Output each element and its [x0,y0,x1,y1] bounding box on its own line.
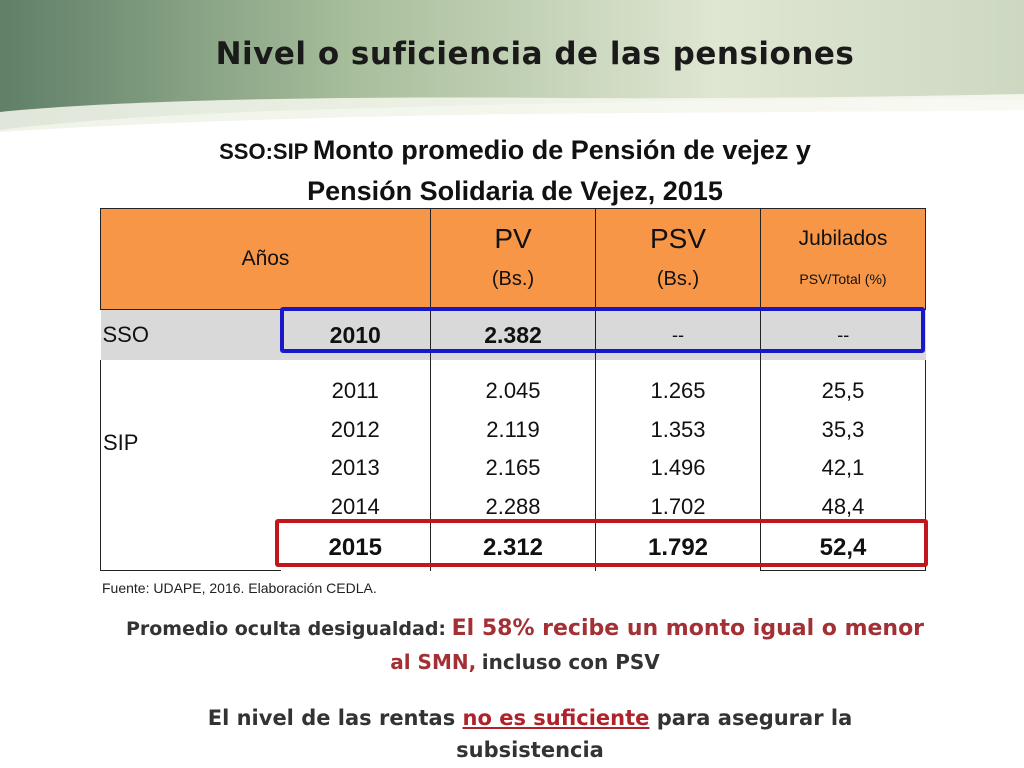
sip-psv-value: 1.496 [650,455,706,480]
note-red-statement: El 58% recibe un monto igual o menor [451,616,925,641]
conclusion-underlined: no es suficiente [462,706,650,730]
source-note: Fuente: UDAPE, 2016. Elaboración CEDLA. [102,580,377,596]
note-lead: Promedio oculta desigualdad: [125,618,447,640]
header-pv-unit: (Bs.) [491,268,535,290]
conclusion-part2: para asegurar la [656,706,853,730]
header-psv-label: PSV [649,223,707,254]
header-swoosh-decoration [0,0,1024,132]
sip-years-cell: 2011 2012 2013 2014 [281,360,431,526]
header-pv-label: PV [494,223,532,254]
table-subtitle: SSO:SIP Monto promedio de Pensión de vej… [160,132,870,214]
sip-year: 2013 [330,455,380,480]
inequality-note: Promedio oculta desigualdad: El 58% reci… [40,612,1010,680]
sip-psv-cell: 1.265 1.353 1.496 1.702 [595,360,761,526]
header-psv: PSV (Bs.) [595,208,761,310]
row-2015-year: 2015 [328,534,382,562]
sip-psv-value: 1.353 [650,416,706,442]
table-row-sip: SIP 2011 2012 2013 2014 2.045 2.119 2.16… [100,360,926,526]
sip-psv-value: 1.265 [650,378,706,403]
subtitle-prefix: SSO:SIP [219,139,309,164]
highlight-box-2015 [275,519,928,567]
sip-jub-value: 48,4 [821,493,865,519]
highlight-box-2010 [280,307,925,353]
conclusion-part3: subsistencia [456,738,604,762]
sip-year: 2014 [330,493,380,519]
header-anos-label: Años [241,247,290,270]
sip-pv-value: 2.165 [485,455,541,480]
header-pv: PV (Bs.) [430,208,596,310]
table-header-row: Años PV (Bs.) PSV (Bs.) Jubilados PSV/To… [100,208,926,310]
subtitle-line1: Monto promedio de Pensión de vejez y [312,135,811,165]
conclusion-text: El nivel de las rentas no es suficiente … [90,702,970,766]
pension-table: Años PV (Bs.) PSV (Bs.) Jubilados PSV/To… [100,208,926,571]
header-jubilados-unit: PSV/Total (%) [799,271,887,287]
subtitle-line2: Pensión Solidaria de Vejez, 2015 [307,176,723,206]
row-sso-label: SSO [100,309,281,360]
note-tail: incluso con PSV [481,650,660,674]
page-title: Nivel o suficiencia de las pensiones [215,36,855,72]
sip-pv-value: 2.288 [485,493,541,519]
header-jubilados: Jubilados PSV/Total (%) [760,208,926,310]
header-psv-unit: (Bs.) [656,268,700,290]
sip-pv-value: 2.045 [485,378,541,403]
row-sip-label: SIP [100,360,281,526]
conclusion-part1: El nivel de las rentas [207,706,456,730]
note-red-smn: al SMN, [390,650,477,674]
header-anos: Años [100,208,431,310]
sip-jub-value: 35,3 [821,416,865,442]
sip-year: 2012 [330,416,380,442]
header-jubilados-label: Jubilados [798,227,888,250]
row-2015-label-empty [100,526,281,571]
sip-jub-value: 42,1 [821,455,865,480]
sip-jub-value: 25,5 [821,378,865,403]
sip-pv-cell: 2.045 2.119 2.165 2.288 [430,360,596,526]
sip-pv-value: 2.119 [486,416,540,442]
sip-jub-cell: 25,5 35,3 42,1 48,4 [760,360,926,526]
sip-psv-value: 1.702 [650,493,706,519]
sip-year: 2011 [331,378,379,403]
